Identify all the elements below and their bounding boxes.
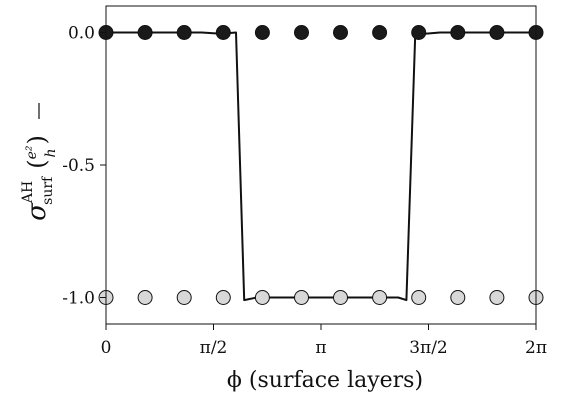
x-tick-label-4: 2π	[525, 338, 547, 358]
plot-frame	[105, 5, 537, 325]
data-point-2-1	[137, 290, 153, 305]
x-tick-label-1: π/2	[200, 338, 228, 358]
data-point-1-7	[372, 25, 388, 40]
x-tick-label-0: 0	[101, 338, 112, 358]
data-point-2-2	[176, 290, 192, 305]
plot-marks	[98, 25, 544, 305]
y-tick-label-2: -1.0	[62, 289, 95, 309]
y-axis-unit-numerator: e²	[24, 145, 40, 159]
data-point-2-9	[450, 290, 466, 305]
y-tick-label-0: 0.0	[68, 24, 95, 44]
y-tick-label-1: -0.5	[62, 156, 95, 176]
data-point-2-10	[489, 290, 505, 305]
data-point-2-8	[411, 290, 427, 305]
data-point-2-3	[215, 290, 231, 305]
data-point-2-5	[294, 290, 309, 305]
y-axis-subscript: surf	[40, 175, 56, 205]
data-point-1-8	[411, 25, 427, 40]
data-point-1-9	[450, 25, 466, 40]
data-point-1-4	[254, 25, 270, 40]
data-point-2-4	[254, 290, 270, 305]
data-point-2-6	[333, 290, 348, 305]
x-tick-label-3: 3π/2	[409, 338, 448, 358]
y-ticks: 0.0 -0.5 -1.0	[62, 24, 106, 309]
data-point-1-1	[137, 25, 153, 40]
x-axis-label: ϕ (surface layers)	[227, 368, 423, 393]
data-point-1-3	[215, 25, 231, 40]
series-line	[106, 31, 536, 302]
data-point-1-5	[294, 25, 309, 40]
data-point-1-10	[489, 25, 505, 40]
data-point-1-2	[176, 25, 192, 40]
y-axis-close-paren: )	[23, 135, 51, 144]
data-point-1-6	[333, 25, 348, 40]
y-axis-symbol: σ	[22, 202, 52, 221]
x-ticks: 0 π/2 π 3π/2 2π	[101, 324, 547, 358]
y-axis-unit-denominator: h	[43, 148, 59, 157]
y-axis-open-paren: (	[23, 159, 51, 168]
y-axis-superscript: AH	[20, 181, 36, 204]
data-point-2-7	[372, 290, 388, 305]
y-axis-label: σAH surf (e² h)	[20, 103, 59, 221]
x-tick-label-2: π	[315, 338, 326, 358]
